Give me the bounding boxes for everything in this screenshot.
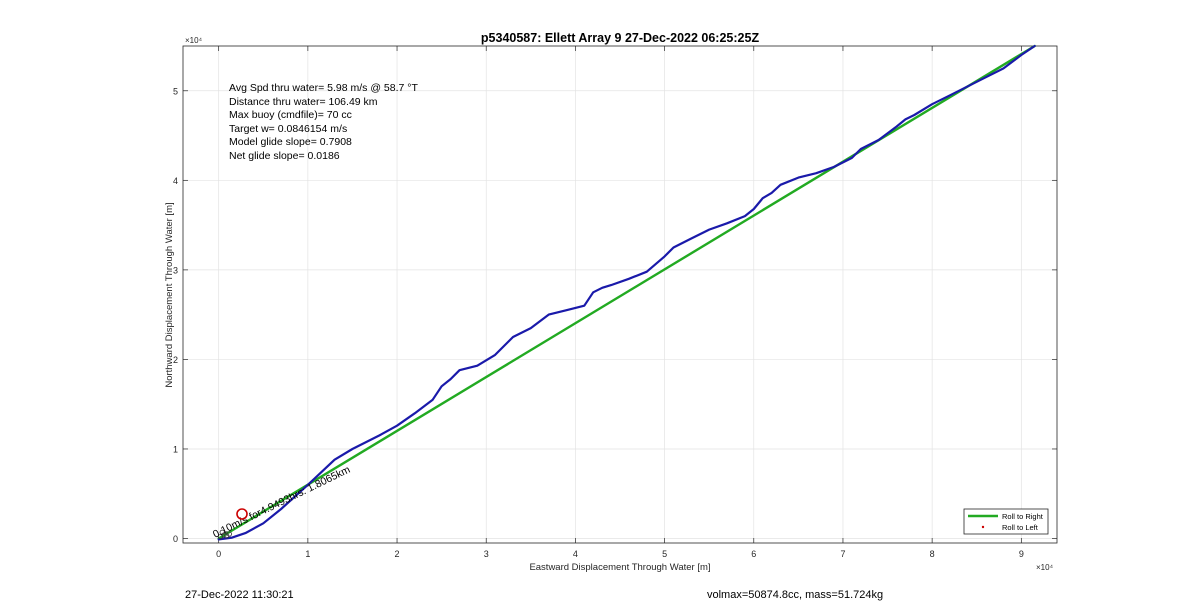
y-tick-label: 2 [173, 355, 178, 365]
y-tick-label: 4 [173, 176, 178, 186]
series-layer [217, 44, 1036, 541]
annotation-model-glide-slope: Model glide slope= 0.7908 [229, 136, 352, 148]
x-tick-label: 3 [484, 549, 489, 559]
ticks: 0 1 2 3 4 5 6 7 8 9 0 1 2 3 4 5 [173, 46, 1057, 559]
y-tick-label: 5 [173, 86, 178, 96]
series-track-line [217, 44, 1036, 541]
x-tick-label: 1 [305, 549, 310, 559]
y-axis-label: Northward Displacement Through Water [m] [164, 202, 175, 387]
x-tick-label: 8 [930, 549, 935, 559]
y-exponent-label: ×10⁴ [185, 36, 203, 45]
legend-label-roll-left: Roll to Left [1002, 523, 1039, 532]
legend-box [963, 508, 1049, 535]
x-tick-label: 0 [216, 549, 221, 559]
y-tick-label: 0 [173, 534, 178, 544]
chart-title: p5340587: Ellett Array 9 27-Dec-2022 06:… [481, 31, 760, 45]
start-cluster-marker [219, 529, 225, 535]
y-tick-label: 3 [173, 265, 178, 275]
annotation-target-w: Target w= 0.0846154 m/s [229, 123, 347, 135]
grid [183, 46, 1057, 543]
x-tick-label: 2 [395, 549, 400, 559]
segment-label: 0.10m/s for4.9493hrs: 1.8065km [211, 464, 352, 541]
stats-annotations: Avg Spd thru water= 5.98 m/s @ 58.7 °T D… [229, 82, 418, 162]
annotation-net-glide-slope: Net glide slope= 0.0186 [229, 150, 340, 162]
footer-timestamp: 27-Dec-2022 11:30:21 [185, 589, 294, 601]
legend-swatch-roll-left [981, 525, 985, 529]
series-roll-right-line [217, 44, 1036, 540]
y-tick-label: 1 [173, 444, 178, 454]
footer-summary: volmax=50874.8cc, mass=51.724kg [707, 589, 884, 601]
x-exponent-label: ×10⁴ [1036, 563, 1054, 572]
annotation-max-buoy: Max buoy (cmdfile)= 70 cc [229, 109, 352, 121]
x-tick-label: 6 [751, 549, 756, 559]
legend: Roll to Right Roll to Left [963, 508, 1049, 535]
start-marker [236, 508, 248, 520]
start-cluster-marker [226, 531, 232, 537]
x-tick-label: 7 [840, 549, 845, 559]
annotation-avg-speed: Avg Spd thru water= 5.98 m/s @ 58.7 °T [229, 82, 418, 94]
legend-label-roll-right: Roll to Right [1002, 512, 1044, 521]
x-tick-label: 5 [662, 549, 667, 559]
x-tick-label: 4 [573, 549, 578, 559]
x-axis-label: Eastward Displacement Through Water [m] [529, 562, 710, 573]
annotation-distance: Distance thru water= 106.49 km [229, 96, 378, 108]
x-tick-label: 9 [1019, 549, 1024, 559]
axes-box [182, 45, 1058, 544]
